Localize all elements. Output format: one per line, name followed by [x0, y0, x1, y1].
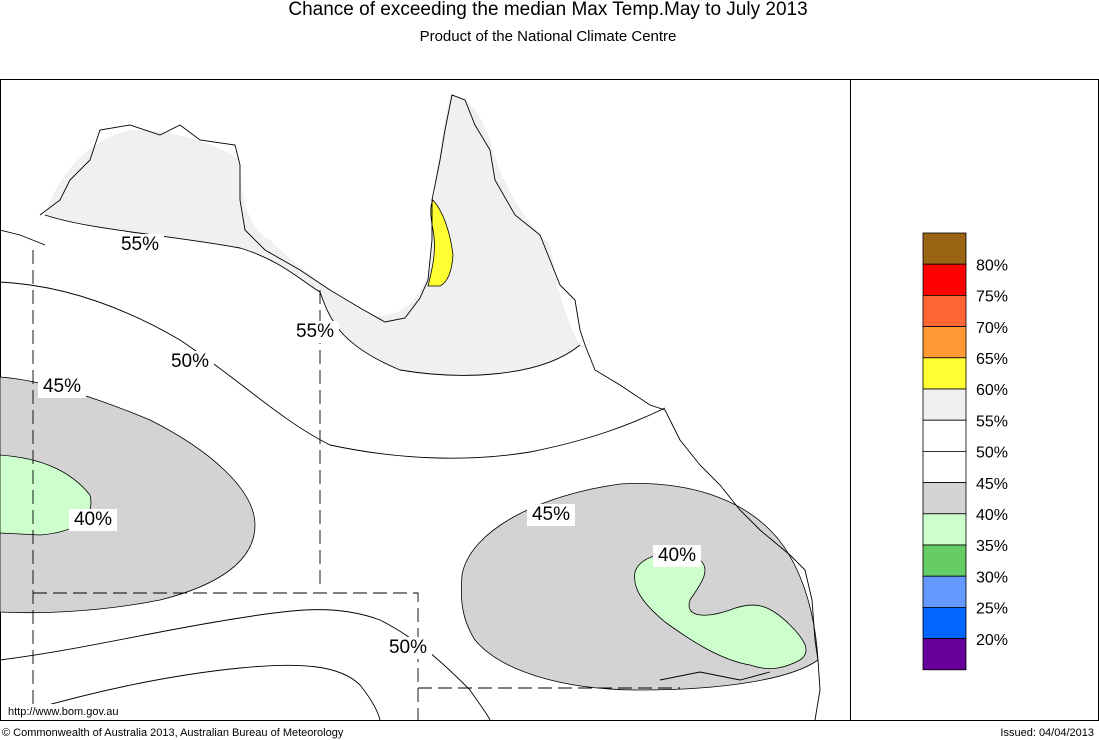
contour-label: 50%: [171, 351, 209, 372]
contour: [0, 281, 666, 459]
contour-label-bg: [69, 509, 117, 531]
contour-label: 50%: [389, 637, 427, 658]
legend-swatch: [922, 450, 967, 483]
contour-label-bg: [116, 234, 164, 256]
legend-label: 70%: [976, 320, 1008, 337]
legend-swatch: [922, 357, 967, 390]
legend-swatch: [922, 482, 967, 515]
legend-swatch: [922, 263, 967, 296]
legend-label: 80%: [976, 257, 1008, 274]
contour-label: 55%: [121, 234, 159, 255]
url: http://www.bom.gov.au: [8, 706, 118, 718]
contour-label: 40%: [74, 509, 112, 530]
legend-swatch: [922, 388, 967, 421]
legend-label: 40%: [976, 507, 1008, 524]
region-55: [45, 95, 580, 376]
map: 55% 55% 50% 45% 40% 45% 40% 50% http://www.bom.…: [0, 94, 821, 721]
region-40: [0, 454, 92, 536]
coastline: [0, 94, 821, 721]
legend-swatch: [922, 607, 967, 640]
contour-label-bg: [291, 321, 339, 343]
url-bg: [2, 704, 136, 720]
legend-swatch: [922, 513, 967, 546]
legend-label: 65%: [976, 351, 1008, 368]
contour-label: 40%: [658, 545, 696, 566]
legend-label: 75%: [976, 289, 1008, 306]
contour-label: 45%: [532, 504, 570, 525]
legend-label: 60%: [976, 382, 1008, 399]
legend-swatch: [922, 544, 967, 577]
contour-label-bg: [166, 351, 214, 373]
legend-label: 50%: [976, 445, 1008, 462]
legend-swatch: [922, 232, 967, 265]
legend-label: 45%: [976, 476, 1008, 493]
legend-label: 55%: [976, 413, 1008, 430]
region-45: [0, 376, 256, 614]
contour-label-bg: [653, 545, 701, 567]
legend-swatch: [922, 575, 967, 608]
contour-label: 55%: [296, 321, 334, 342]
region-40: [634, 553, 807, 670]
issued: Issued: 04/04/2013: [1000, 727, 1094, 739]
contour: [29, 664, 381, 721]
contour-label-bg: [527, 504, 575, 526]
contour: [0, 609, 491, 721]
region-60: [427, 199, 454, 287]
title: Chance of exceeding the median Max Temp.…: [288, 0, 807, 20]
legend-swatch: [922, 326, 967, 359]
contour-label-bg: [38, 376, 86, 398]
contour-label-bg: [384, 637, 432, 659]
state-border: [32, 250, 680, 720]
legend-label: 25%: [976, 601, 1008, 618]
legend-swatch: [922, 294, 967, 327]
legend-label: 30%: [976, 569, 1008, 586]
contour-label: 45%: [43, 376, 81, 397]
subtitle: Product of the National Climate Centre: [420, 28, 677, 45]
legend-swatch: [922, 638, 967, 671]
legend-label: 20%: [976, 632, 1008, 649]
legend-label: 35%: [976, 538, 1008, 555]
legend-swatch: [922, 419, 967, 452]
legend: 80% 75% 70% 65% 60% 55% 50% 45% 40% 35% 30% 25% 20%: [922, 232, 1008, 671]
copyright: © Commonwealth of Australia 2013, Austra…: [2, 727, 344, 739]
